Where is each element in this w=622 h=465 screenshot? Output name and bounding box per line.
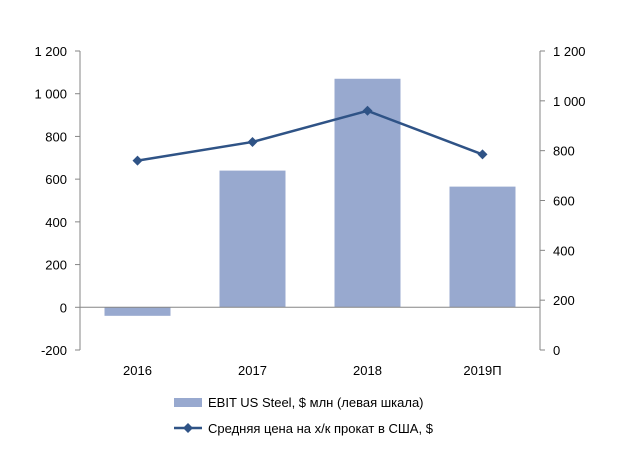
right-tick-label: 200 xyxy=(553,293,575,308)
bar-series xyxy=(104,78,516,316)
right-axis-ticks: 0 200 400 600 800 1 000 1 200 xyxy=(540,44,586,358)
category-label: 2018 xyxy=(353,363,382,378)
left-tick-label: 1 000 xyxy=(34,87,67,102)
right-tick-label: 400 xyxy=(553,243,575,258)
bar-2019П xyxy=(449,186,516,308)
right-tick-label: 1 000 xyxy=(553,94,586,109)
legend-bar-swatch xyxy=(174,398,202,407)
bar-2017 xyxy=(219,170,286,308)
legend-bar-label: EBIT US Steel, $ млн (левая шкала) xyxy=(208,395,424,410)
price-point-2018 xyxy=(362,105,373,116)
left-tick-label: 800 xyxy=(45,129,67,144)
left-tick-label: -200 xyxy=(41,343,67,358)
category-label: 2017 xyxy=(238,363,267,378)
price-point-2016 xyxy=(132,155,143,166)
left-tick-label: 600 xyxy=(45,172,67,187)
legend: EBIT US Steel, $ млн (левая шкала) Средн… xyxy=(174,395,434,436)
left-tick-label: 0 xyxy=(60,300,67,315)
category-labels: 2016 2017 2018 2019П xyxy=(123,363,502,378)
right-tick-label: 0 xyxy=(553,343,560,358)
right-tick-label: 600 xyxy=(553,194,575,209)
category-label: 2019П xyxy=(463,363,501,378)
bar-2016 xyxy=(104,307,171,316)
legend-line-marker xyxy=(183,423,193,433)
left-tick-label: 400 xyxy=(45,215,67,230)
left-axis-ticks: -200 0 200 400 600 800 1 000 1 200 xyxy=(34,44,80,358)
line-series xyxy=(132,105,488,166)
category-label: 2016 xyxy=(123,363,152,378)
left-tick-label: 200 xyxy=(45,258,67,273)
right-tick-label: 800 xyxy=(553,144,575,159)
price-line xyxy=(137,109,483,162)
legend-line-label: Средняя цена на х/к прокат в США, $ xyxy=(208,421,434,436)
right-tick-label: 1 200 xyxy=(553,44,586,59)
price-point-2017 xyxy=(247,136,258,147)
price-point-2019П xyxy=(477,149,488,160)
left-tick-label: 1 200 xyxy=(34,44,67,59)
